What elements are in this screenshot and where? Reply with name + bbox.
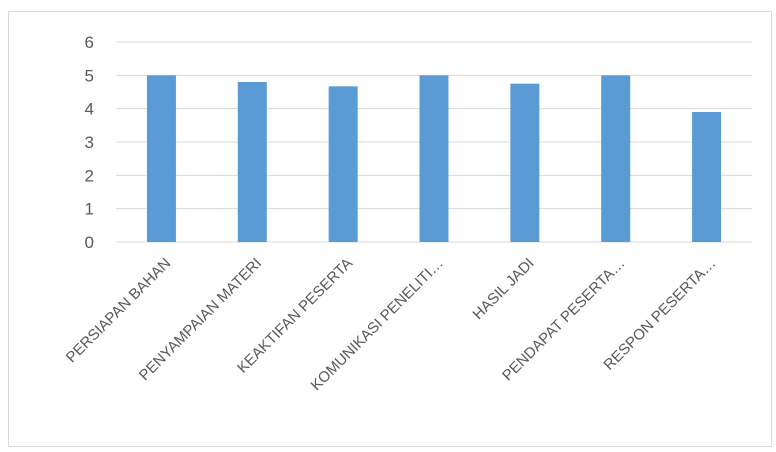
bars: [146, 75, 722, 243]
y-tick-label: 4: [85, 100, 94, 119]
bar-1: [146, 75, 176, 242]
chart-frame: [8, 11, 772, 447]
bar-7: [692, 112, 722, 242]
bar-6: [601, 75, 631, 242]
y-tick-label: 0: [85, 233, 94, 252]
x-category-label: HASIL JADI: [469, 255, 537, 323]
bar-4: [419, 75, 449, 242]
bar-5: [510, 83, 540, 243]
y-tick-label: 2: [85, 166, 94, 185]
bar-2: [237, 82, 267, 242]
y-axis-ticks: 0 1 2 3 4 5 6: [85, 33, 94, 252]
y-tick-label: 5: [85, 66, 94, 85]
y-tick-label: 3: [85, 133, 94, 152]
y-tick-label: 1: [85, 200, 94, 219]
y-tick-label: 6: [85, 33, 94, 52]
bar-3: [328, 86, 358, 242]
